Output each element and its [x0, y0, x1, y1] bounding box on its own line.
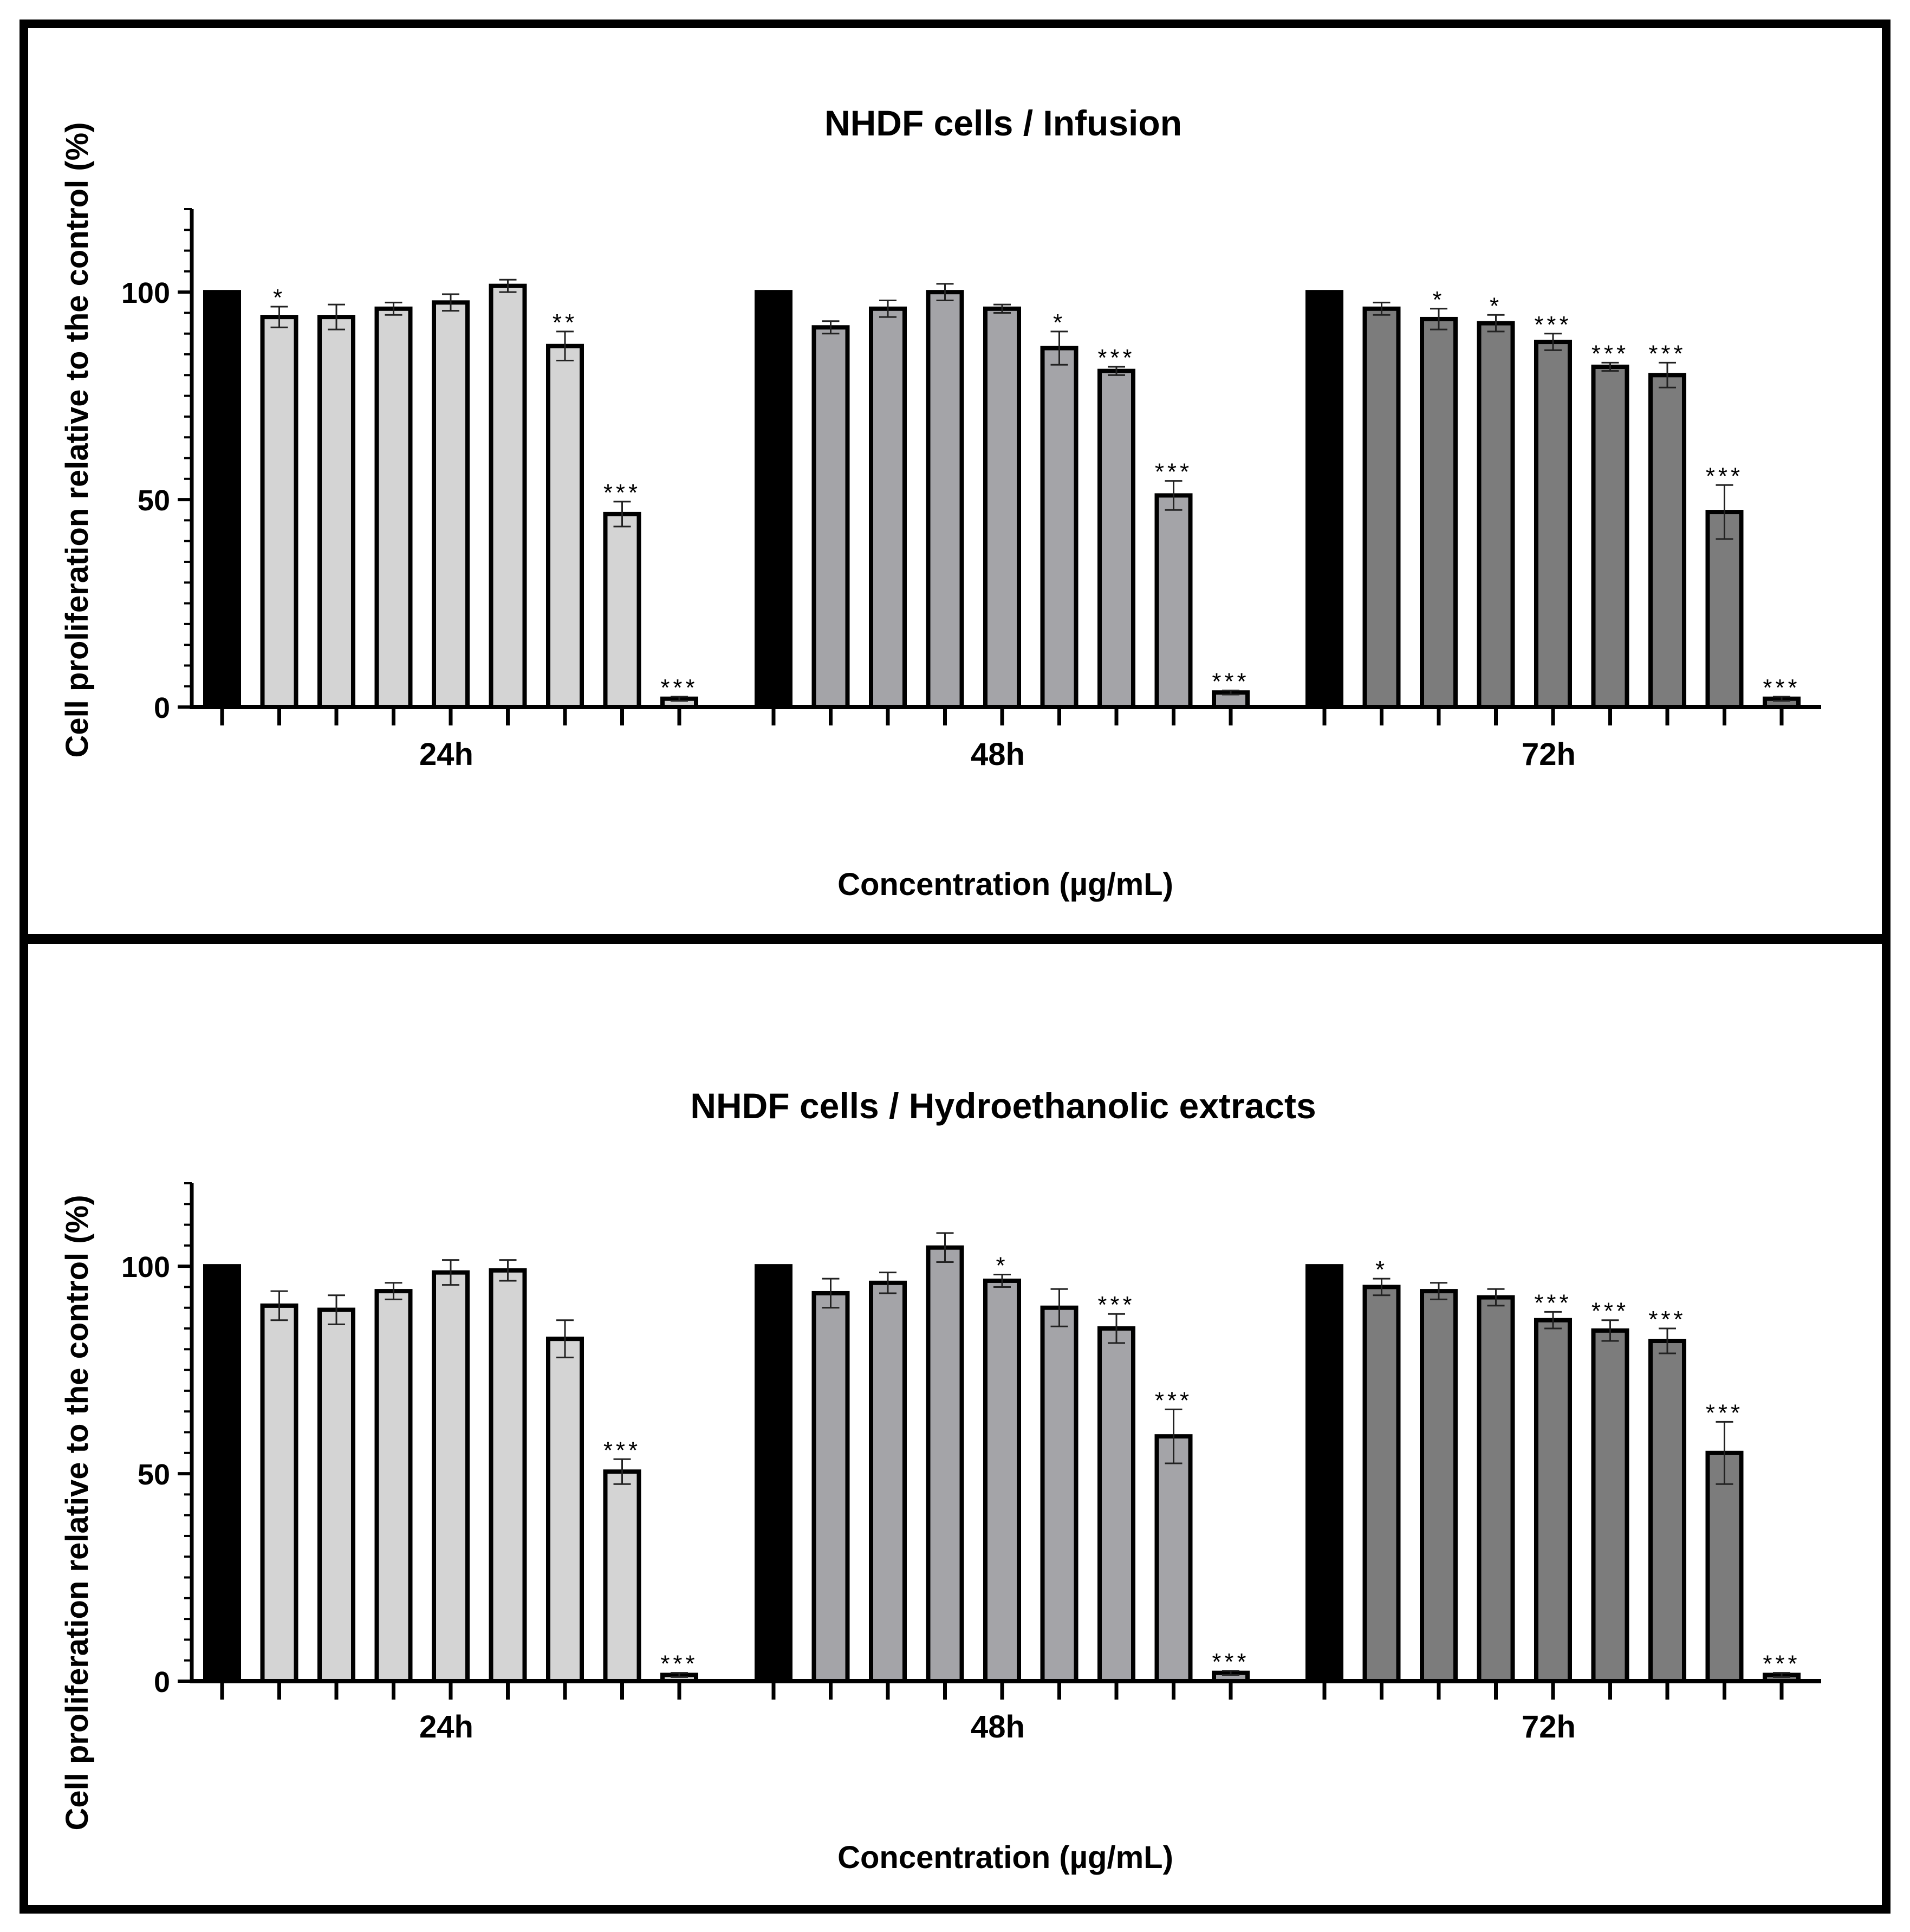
bar-24h-3 [317, 1307, 355, 1683]
bar-24h-5 [432, 1270, 470, 1683]
bar-48h-1 [755, 1264, 792, 1683]
bar-24h-6 [489, 1268, 527, 1683]
chart-panel-infusion: NHDF cells / Infusion Cell proliferation … [20, 20, 1890, 943]
bar-24h-4 [374, 1289, 413, 1683]
significance-label: *** [1648, 1306, 1686, 1333]
chart-title: NHDF cells / Hydroethanolic extracts [690, 1086, 1316, 1126]
significance-label: *** [1591, 340, 1629, 367]
bar-72h-1 [1305, 1264, 1343, 1683]
bar-48h-1 [755, 290, 792, 709]
bar-48h-5 [983, 1278, 1021, 1683]
bar-72h-2 [1362, 306, 1401, 709]
significance-label: *** [1155, 1387, 1192, 1414]
bar-48h-4 [926, 290, 964, 709]
y-axis-label: Cell proliferation relative to the contr… [60, 122, 95, 757]
bar-72h-6 [1591, 1328, 1629, 1683]
bar-72h-1 [1305, 290, 1343, 709]
bar-72h-3 [1420, 1289, 1458, 1683]
significance-label: *** [1534, 1289, 1571, 1316]
significance-label: * [1053, 309, 1066, 336]
significance-label: *** [603, 1437, 641, 1463]
chart-title: NHDF cells / Infusion [824, 103, 1182, 143]
group-label-72h: 72h [1522, 737, 1576, 772]
bar-24h-1 [203, 290, 241, 709]
significance-label: * [1375, 1256, 1388, 1283]
bar-48h-2 [811, 1291, 850, 1683]
group-label-24h: 24h [419, 737, 473, 772]
y-tick-label: 100 [121, 1251, 170, 1283]
y-tick-label: 50 [138, 1458, 170, 1491]
chart-svg: NHDF cells / Infusion Cell proliferation … [60, 103, 1821, 902]
bar-48h-7 [1097, 1326, 1135, 1683]
significance-label: *** [1212, 668, 1249, 695]
significance-label: *** [1591, 1298, 1629, 1325]
chart-svg: NHDF cells / Hydroethanolic extracts Cell… [60, 1086, 1821, 1875]
y-axis-label: Cell proliferation relative to the contr… [60, 1195, 95, 1830]
bar-24h-5 [432, 300, 470, 709]
bar-72h-8 [1705, 510, 1744, 710]
significance-label: *** [1763, 675, 1800, 701]
significance-label: * [273, 284, 285, 311]
bar-48h-8 [1154, 493, 1193, 709]
bar-48h-5 [983, 306, 1021, 709]
bar-72h-5 [1534, 1318, 1572, 1683]
significance-label: * [1432, 287, 1445, 313]
bar-72h-7 [1648, 373, 1686, 709]
bar-24h-2 [260, 1303, 298, 1683]
group-label-48h: 48h [971, 737, 1025, 772]
bar-72h-5 [1534, 340, 1572, 709]
significance-label: *** [1534, 312, 1571, 338]
bar-48h-4 [926, 1245, 964, 1683]
y-tick-label: 100 [121, 277, 170, 309]
bar-72h-4 [1477, 1295, 1515, 1683]
significance-label: *** [1155, 459, 1192, 485]
significance-label: * [1490, 293, 1502, 319]
bar-24h-7 [546, 343, 584, 709]
bar-24h-4 [374, 306, 413, 709]
bar-48h-3 [869, 306, 907, 709]
bar-48h-2 [811, 325, 850, 709]
chart-panel-hydroethanolic: NHDF cells / Hydroethanolic extracts Cell… [20, 935, 1890, 1914]
significance-label: ** [553, 309, 577, 336]
significance-label: *** [1097, 1292, 1135, 1318]
significance-label: *** [660, 675, 698, 701]
bar-48h-3 [869, 1280, 907, 1683]
bar-72h-2 [1362, 1285, 1401, 1683]
significance-label: *** [603, 479, 641, 506]
y-tick-label: 50 [138, 484, 170, 517]
significance-label: *** [1212, 1649, 1249, 1675]
bar-72h-6 [1591, 365, 1629, 709]
significance-label: *** [1706, 463, 1743, 489]
bar-24h-8 [603, 511, 641, 709]
x-axis-label: Concentration (µg/mL) [837, 867, 1173, 902]
bar-72h-3 [1420, 316, 1458, 709]
bar-24h-1 [203, 1264, 241, 1683]
significance-label: *** [1763, 1651, 1800, 1677]
bar-24h-7 [546, 1337, 584, 1683]
bar-48h-6 [1040, 346, 1079, 709]
bar-72h-8 [1705, 1450, 1744, 1684]
significance-label: * [996, 1252, 1008, 1279]
bar-72h-7 [1648, 1339, 1686, 1683]
bar-48h-8 [1154, 1434, 1193, 1683]
bar-24h-6 [489, 283, 527, 710]
bar-24h-3 [317, 315, 355, 709]
y-tick-label: 0 [154, 1666, 170, 1698]
significance-label: *** [1097, 345, 1135, 371]
bar-72h-4 [1477, 321, 1515, 709]
significance-label: *** [1706, 1399, 1743, 1426]
bar-24h-8 [603, 1469, 641, 1683]
bar-48h-6 [1040, 1305, 1079, 1683]
group-label-72h: 72h [1522, 1709, 1576, 1745]
bar-48h-7 [1097, 368, 1135, 709]
group-label-48h: 48h [971, 1709, 1025, 1745]
bar-24h-2 [260, 315, 298, 709]
y-tick-label: 0 [154, 692, 170, 724]
x-axis-label: Concentration (µg/mL) [837, 1840, 1173, 1875]
group-label-24h: 24h [419, 1709, 473, 1745]
significance-label: *** [1648, 340, 1686, 367]
significance-label: *** [660, 1651, 698, 1677]
